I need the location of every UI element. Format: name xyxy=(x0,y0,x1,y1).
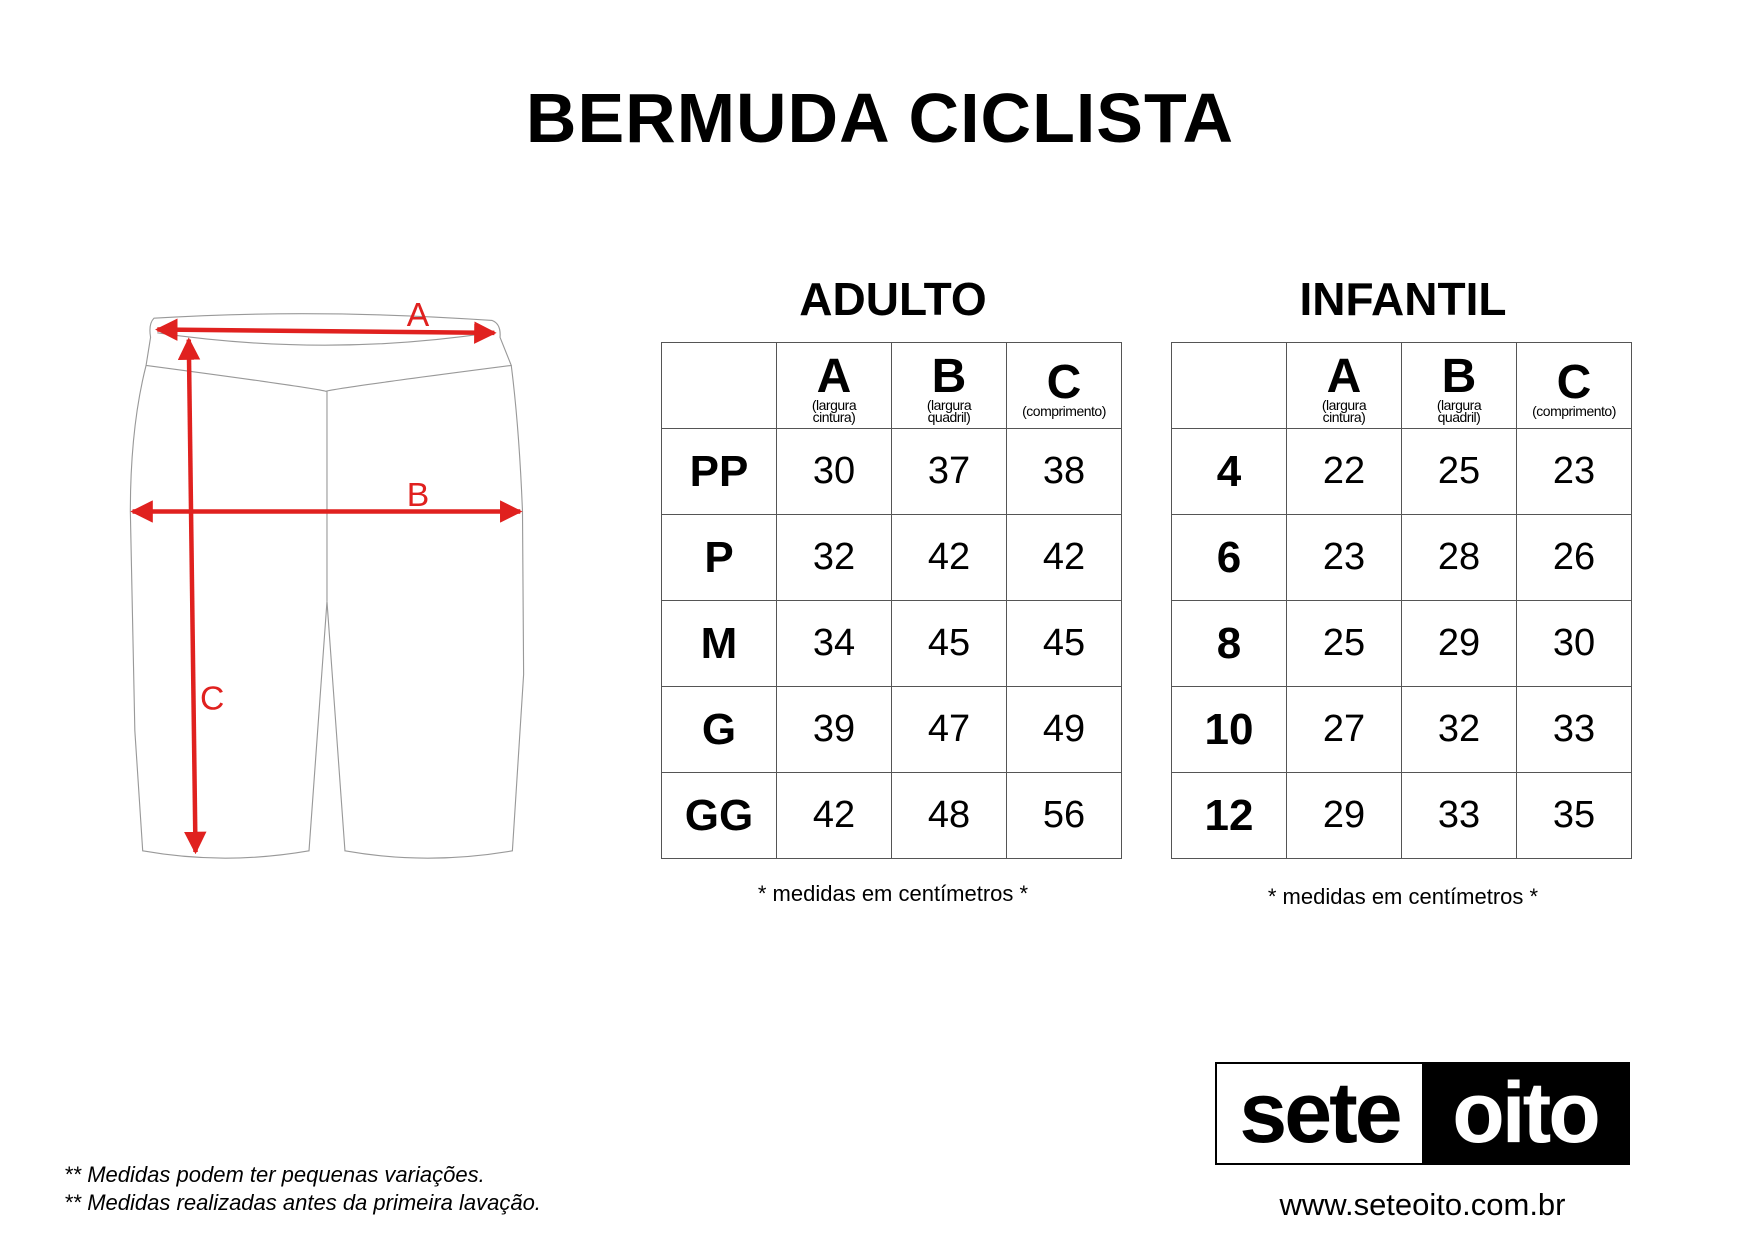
column-header: B (largura quadril) xyxy=(891,342,1007,429)
column-description: (comprimento) xyxy=(1532,402,1616,419)
measure-cell: 32 xyxy=(1401,686,1517,773)
table-title-infantil: INFANTIL xyxy=(1299,273,1507,325)
column-header: C (comprimento) xyxy=(1006,342,1122,429)
measure-cell: 29 xyxy=(1401,600,1517,687)
measure-cell: 32 xyxy=(776,514,892,601)
size-label: G xyxy=(661,686,777,773)
size-label: PP xyxy=(661,428,777,515)
measure-cell: 25 xyxy=(1401,428,1517,515)
measure-cell: 38 xyxy=(1006,428,1122,515)
measure-cell: 42 xyxy=(776,772,892,859)
column-letter: A xyxy=(1326,349,1362,403)
page-title: BERMUDA CICLISTA xyxy=(525,79,1235,157)
column-description: (largura xyxy=(1436,396,1482,413)
measure-cell: 48 xyxy=(891,772,1007,859)
column-description: quadril) xyxy=(1437,408,1481,425)
measure-cell: 28 xyxy=(1401,514,1517,601)
size-label: P xyxy=(661,514,777,601)
size-label: 8 xyxy=(1171,600,1287,687)
units-note: * medidas em centímetros * xyxy=(757,881,1029,906)
measure-cell: 33 xyxy=(1516,686,1632,773)
column-description: cintura) xyxy=(1322,408,1366,425)
footnote-1: ** Medidas podem ter pequenas variações. xyxy=(64,1162,485,1187)
table-row: PP 30 37 38 xyxy=(661,428,1122,515)
measure-cell: 42 xyxy=(891,514,1007,601)
column-letter: C xyxy=(1046,355,1082,409)
column-header: A (largura cintura) xyxy=(1286,342,1402,429)
table-row: GG 42 48 56 xyxy=(661,772,1122,859)
units-note: * medidas em centímetros * xyxy=(1267,884,1539,909)
table-row: M 34 45 45 xyxy=(661,600,1122,687)
measure-cell: 29 xyxy=(1286,772,1402,859)
measure-cell: 56 xyxy=(1006,772,1122,859)
column-header: C (comprimento) xyxy=(1516,342,1632,429)
measure-cell: 33 xyxy=(1401,772,1517,859)
column-letter: B xyxy=(931,349,967,403)
size-label: M xyxy=(661,600,777,687)
measure-cell: 25 xyxy=(1286,600,1402,687)
table-title-adulto: ADULTO xyxy=(799,273,987,325)
size-table-adulto: A (largura cintura) B (largura quadril) C (comp… xyxy=(661,342,1122,859)
logo-part-oito: oito xyxy=(1422,1064,1628,1163)
column-description: quadril) xyxy=(927,408,971,425)
table-row: 10 27 32 33 xyxy=(1171,686,1632,773)
measure-cell: 23 xyxy=(1286,514,1402,601)
table-row: 8 25 29 30 xyxy=(1171,600,1632,687)
website-link[interactable]: www.seteoito.com.br xyxy=(1279,1187,1566,1222)
size-label: 4 xyxy=(1171,428,1287,515)
size-label: 12 xyxy=(1171,772,1287,859)
size-label: 10 xyxy=(1171,686,1287,773)
table-row: 4 22 25 23 xyxy=(1171,428,1632,515)
arrow-a xyxy=(155,318,497,344)
footnote-2: ** Medidas realizadas antes da primeira … xyxy=(64,1190,541,1215)
measure-cell: 39 xyxy=(776,686,892,773)
size-table-infantil: A (largura cintura) B (largura quadril) C (comp… xyxy=(1171,342,1632,859)
seteoito-logo: sete oito xyxy=(1215,1062,1630,1165)
column-description: cintura) xyxy=(812,408,856,425)
measure-cell: 22 xyxy=(1286,428,1402,515)
table-row: G 39 47 49 xyxy=(661,686,1122,773)
measure-cell: 42 xyxy=(1006,514,1122,601)
table-row: 12 29 33 35 xyxy=(1171,772,1632,859)
label-a: A xyxy=(407,296,430,334)
table-row: 6 23 28 26 xyxy=(1171,514,1632,601)
column-description: (largura xyxy=(1321,396,1367,413)
column-letter: A xyxy=(816,349,852,403)
measure-cell: 49 xyxy=(1006,686,1122,773)
size-label: GG xyxy=(661,772,777,859)
measure-cell: 30 xyxy=(1516,600,1632,687)
measure-cell: 35 xyxy=(1516,772,1632,859)
column-description: (largura xyxy=(926,396,972,413)
column-letter: C xyxy=(1556,355,1592,409)
column-description: (comprimento) xyxy=(1022,402,1106,419)
label-b: B xyxy=(407,476,429,514)
measure-cell: 27 xyxy=(1286,686,1402,773)
measure-cell: 34 xyxy=(776,600,892,687)
measure-cell: 23 xyxy=(1516,428,1632,515)
measure-cell: 45 xyxy=(891,600,1007,687)
measure-cell: 45 xyxy=(1006,600,1122,687)
column-letter: B xyxy=(1441,349,1477,403)
column-description: (largura xyxy=(811,396,857,413)
corner-cell xyxy=(1171,342,1287,429)
label-c: C xyxy=(200,679,224,717)
measure-cell: 30 xyxy=(776,428,892,515)
logo-part-sete: sete xyxy=(1239,1065,1402,1161)
measure-cell: 37 xyxy=(891,428,1007,515)
measure-cell: 26 xyxy=(1516,514,1632,601)
corner-cell xyxy=(661,342,777,429)
arrow-c xyxy=(177,337,207,855)
column-header: A (largura cintura) xyxy=(776,342,892,429)
size-label: 6 xyxy=(1171,514,1287,601)
table-row: P 32 42 42 xyxy=(661,514,1122,601)
column-header: B (largura quadril) xyxy=(1401,342,1517,429)
measure-cell: 47 xyxy=(891,686,1007,773)
